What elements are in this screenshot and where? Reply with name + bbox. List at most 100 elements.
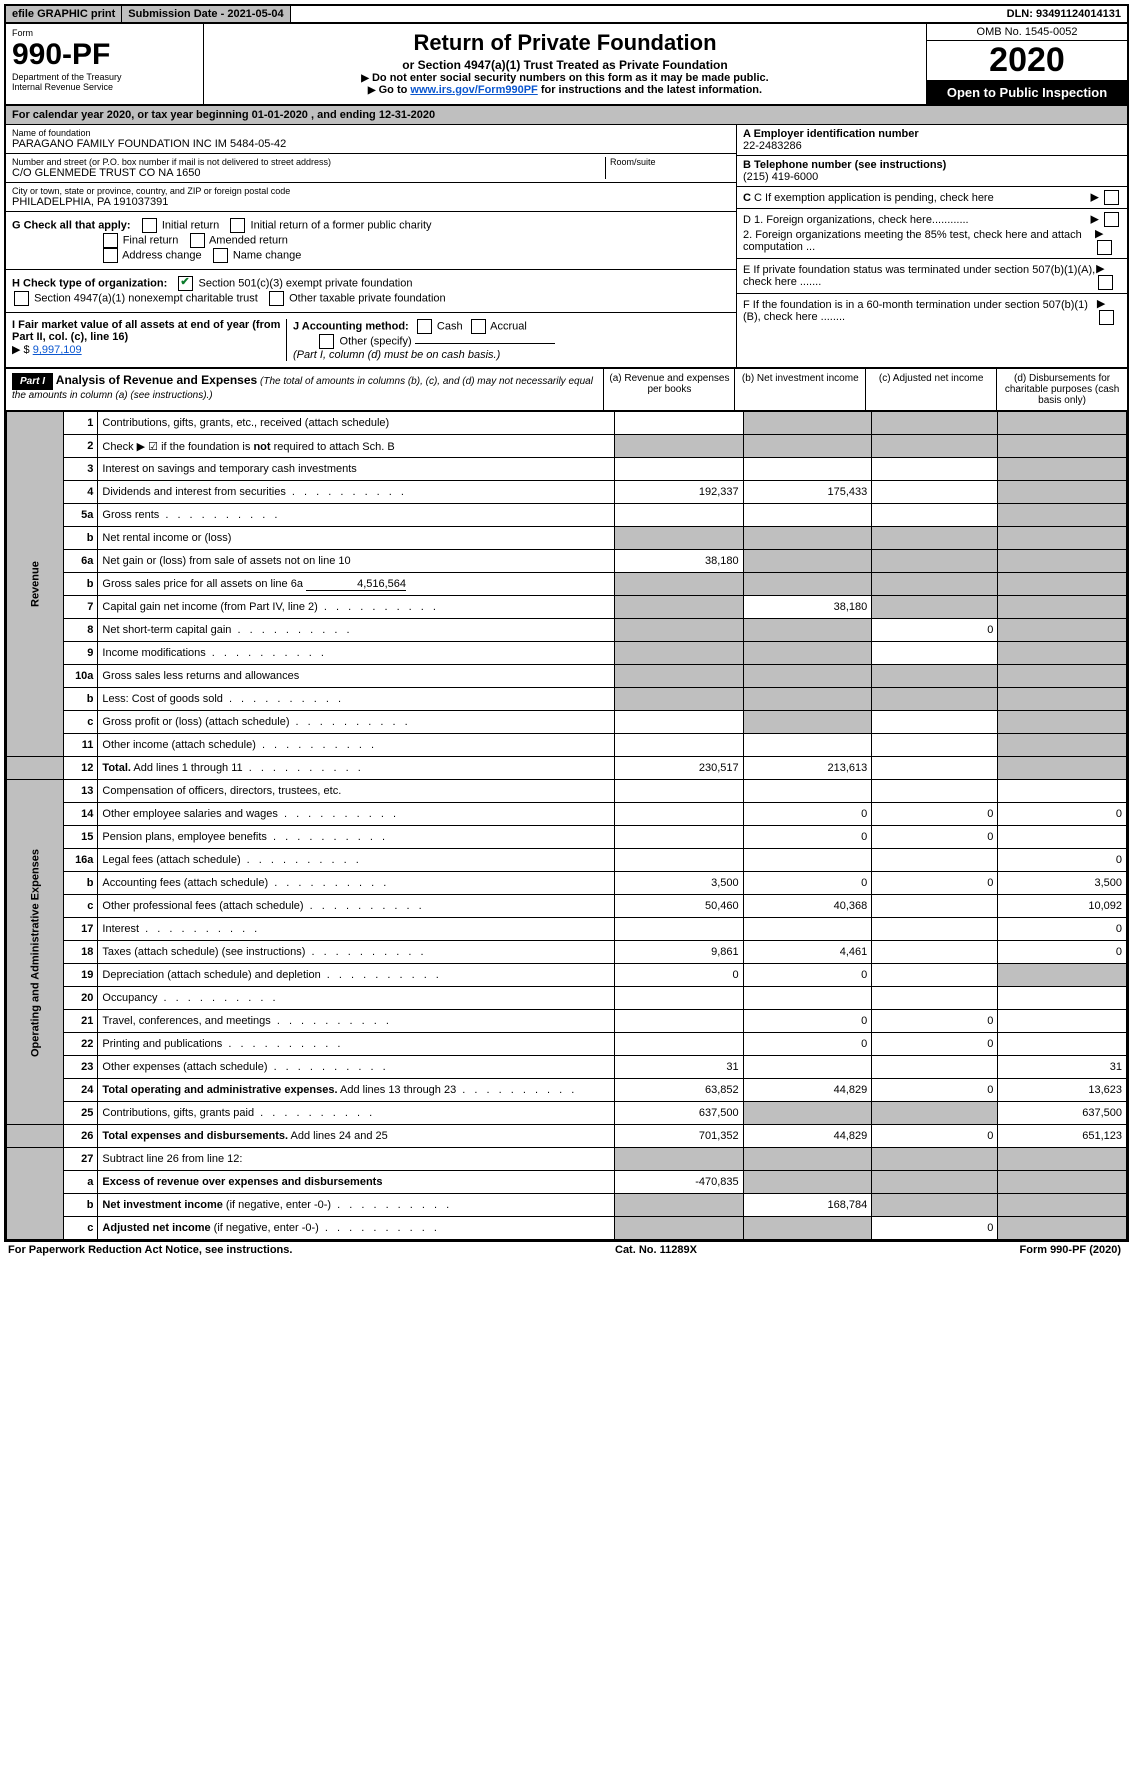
tax-year: 2020 [927,41,1127,81]
efile-label: efile GRAPHIC print [6,6,122,22]
table-row: 14Other employee salaries and wages 000 [7,803,1127,826]
cat-number: Cat. No. 11289X [615,1244,697,1256]
table-row: 26Total expenses and disbursements. Add … [7,1125,1127,1148]
table-row: cOther professional fees (attach schedul… [7,895,1127,918]
section-c: C C If exemption application is pending,… [737,187,1127,209]
checkbox-amended[interactable] [190,233,205,248]
checkbox-507b1b[interactable] [1099,310,1114,325]
table-row: aExcess of revenue over expenses and dis… [7,1171,1127,1194]
form-title-block: Return of Private Foundation or Section … [204,24,927,104]
part1-header: Part I Analysis of Revenue and Expenses … [6,367,1127,411]
part1-tag: Part I [12,373,53,390]
identity-block: Name of foundation PARAGANO FAMILY FOUND… [6,125,1127,367]
table-row: 18Taxes (attach schedule) (see instructi… [7,941,1127,964]
table-row: 7Capital gain net income (from Part IV, … [7,596,1127,619]
page-footer: For Paperwork Reduction Act Notice, see … [4,1242,1125,1258]
checkbox-85pct[interactable] [1097,240,1112,255]
tax-year-end: 12-31-2020 [379,109,435,121]
street-address: C/O GLENMEDE TRUST CO NA 1650 [12,167,605,179]
checkbox-4947[interactable] [14,291,29,306]
checkbox-name-change[interactable] [213,248,228,263]
table-row: 24Total operating and administrative exp… [7,1079,1127,1102]
form-990pf-page: efile GRAPHIC print Submission Date - 20… [4,4,1129,1242]
cash-basis-note: (Part I, column (d) must be on cash basi… [293,349,500,361]
ein-cell: A Employer identification number 22-2483… [737,125,1127,156]
section-h: H Check type of organization: Section 50… [6,270,736,313]
part1-title: Analysis of Revenue and Expenses [56,373,257,387]
table-row: 23Other expenses (attach schedule) 3131 [7,1056,1127,1079]
ein-value: 22-2483286 [743,140,802,152]
foundation-name-cell: Name of foundation PARAGANO FAMILY FOUND… [6,125,736,154]
gross-sales-6a: 4,516,564 [306,578,406,591]
table-row: 2Check ▶ ☑ if the foundation is not requ… [7,435,1127,458]
submission-date: Submission Date - 2021-05-04 [122,6,290,22]
table-row: cGross profit or (loss) (attach schedule… [7,711,1127,734]
form-label: Form [12,28,197,38]
room-suite-label: Room/suite [610,157,730,167]
table-row: bNet rental income or (loss) [7,527,1127,550]
section-d: D 1. Foreign organizations, check here..… [737,209,1127,259]
section-g: G Check all that apply: Initial return I… [6,212,736,270]
checkbox-address-change[interactable] [103,248,118,263]
city-state-zip: PHILADELPHIA, PA 191037391 [12,196,730,208]
revenue-side-label: Revenue [7,412,64,757]
form-header: Form 990-PF Department of the Treasury I… [6,24,1127,106]
table-row: 27Subtract line 26 from line 12: [7,1148,1127,1171]
expenses-side-label: Operating and Administrative Expenses [7,780,64,1125]
table-row: 20Occupancy [7,987,1127,1010]
instructions-link[interactable]: www.irs.gov/Form990PF [410,84,537,96]
checkbox-other-method[interactable] [319,334,334,349]
table-row: 4Dividends and interest from securities … [7,481,1127,504]
checkbox-foreign-org[interactable] [1104,212,1119,227]
checkbox-507b1a[interactable] [1098,275,1113,290]
irs-label: Internal Revenue Service [12,82,197,92]
table-row: Operating and Administrative Expenses 13… [7,780,1127,803]
fmv-value[interactable]: 9,997,109 [33,344,82,356]
table-row: bAccounting fees (attach schedule) 3,500… [7,872,1127,895]
checkbox-other-taxable[interactable] [269,291,284,306]
checkbox-initial-former[interactable] [230,218,245,233]
form-subtitle: or Section 4947(a)(1) Trust Treated as P… [210,58,920,72]
accounting-method-label: J Accounting method: [293,320,409,332]
dept-treasury: Department of the Treasury [12,72,197,82]
checkbox-exemption-pending[interactable] [1104,190,1119,205]
instructions-link-line: Go to www.irs.gov/Form990PF for instruct… [210,84,920,96]
table-row: 5aGross rents [7,504,1127,527]
table-row: 11Other income (attach schedule) [7,734,1127,757]
table-row: 22Printing and publications 00 [7,1033,1127,1056]
open-inspection: Open to Public Inspection [927,81,1127,104]
table-row: 10aGross sales less returns and allowanc… [7,665,1127,688]
part1-table: Revenue 1Contributions, gifts, grants, e… [6,411,1127,1240]
table-row: bNet investment income (if negative, ent… [7,1194,1127,1217]
checkbox-accrual[interactable] [471,319,486,334]
checkbox-501c3[interactable] [178,276,193,291]
phone-cell: B Telephone number (see instructions) (2… [737,156,1127,187]
table-row: 9Income modifications [7,642,1127,665]
ssn-warning: Do not enter social security numbers on … [210,72,920,84]
table-row: b Gross sales price for all assets on li… [7,573,1127,596]
dln: DLN: 93491124014131 [1001,6,1127,22]
col-c-header: (c) Adjusted net income [865,369,996,410]
col-a-header: (a) Revenue and expenses per books [603,369,734,410]
city-cell: City or town, state or province, country… [6,183,736,212]
table-row: 15Pension plans, employee benefits 00 [7,826,1127,849]
form-title: Return of Private Foundation [210,30,920,56]
form-ref: Form 990-PF (2020) [1020,1244,1122,1256]
checkbox-final-return[interactable] [103,233,118,248]
omb-number: OMB No. 1545-0052 [927,24,1127,41]
checkbox-cash[interactable] [417,319,432,334]
section-i-j: I Fair market value of all assets at end… [6,313,736,367]
phone-value: (215) 419-6000 [743,171,818,183]
calendar-year-row: For calendar year 2020, or tax year begi… [6,106,1127,125]
efile-bar: efile GRAPHIC print Submission Date - 20… [6,6,1127,24]
address-cell: Number and street (or P.O. box number if… [6,154,736,183]
col-d-header: (d) Disbursements for charitable purpose… [996,369,1127,410]
checkbox-initial-return[interactable] [142,218,157,233]
col-b-header: (b) Net investment income [734,369,865,410]
table-row: 19Depreciation (attach schedule) and dep… [7,964,1127,987]
year-block: OMB No. 1545-0052 2020 Open to Public In… [927,24,1127,104]
section-f: F If the foundation is in a 60-month ter… [737,294,1127,328]
table-row: 21Travel, conferences, and meetings 00 [7,1010,1127,1033]
table-row: 25Contributions, gifts, grants paid 637,… [7,1102,1127,1125]
section-e: E If private foundation status was termi… [737,259,1127,294]
